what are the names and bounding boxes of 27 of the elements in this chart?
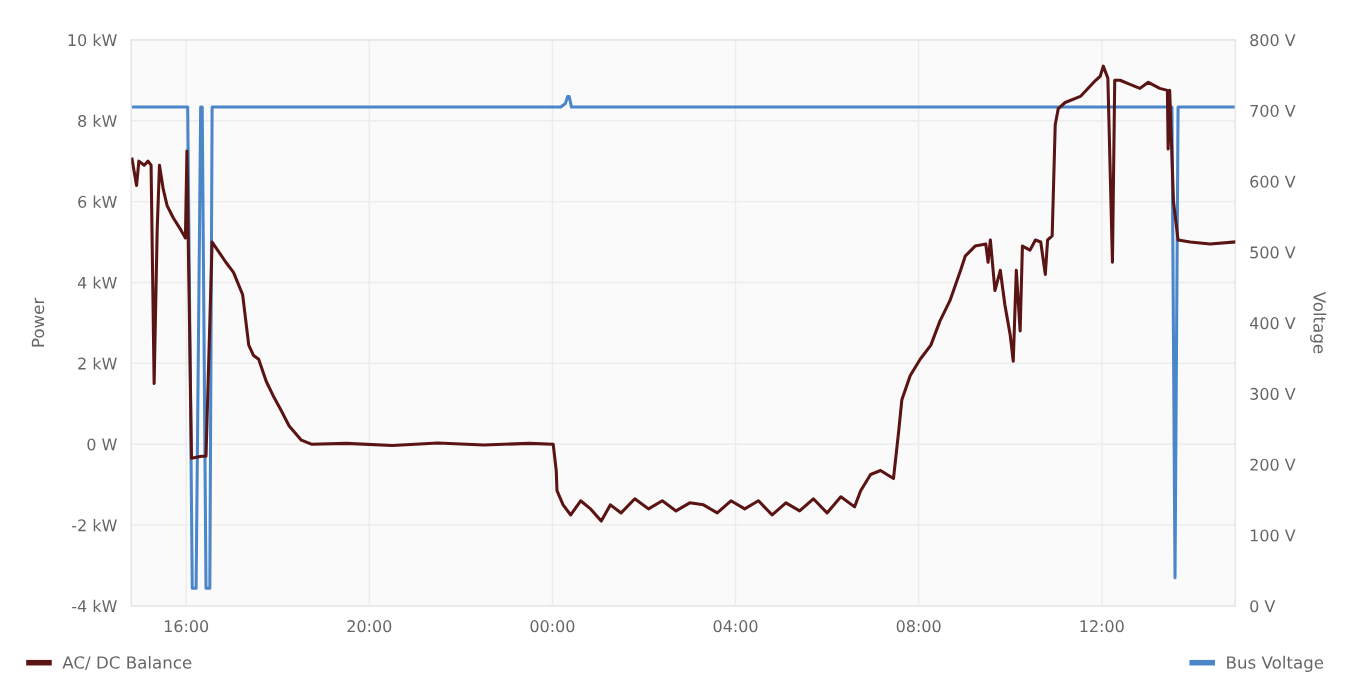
x-tick-label: 00:00 xyxy=(530,620,575,633)
y2-tick-label: 400 V xyxy=(1249,317,1296,330)
y-tick-label: 2 kW xyxy=(78,357,117,370)
y2-tick-label: 200 V xyxy=(1250,458,1296,471)
x-tick-label: 08:00 xyxy=(896,620,941,633)
y-tick-label: 4 kW xyxy=(77,276,117,289)
y-tick-label: 8 kW xyxy=(78,114,117,128)
y-tick-label: -4 kW xyxy=(72,599,117,612)
y-axis-title: Power xyxy=(31,297,45,347)
y-tick-label: 10 kW xyxy=(68,33,117,47)
y2-tick-label: 500 V xyxy=(1250,246,1296,259)
legend-label: AC/ DC Balance xyxy=(62,655,192,671)
x-tick-label: 16:00 xyxy=(164,620,209,633)
x-tick-label: 12:00 xyxy=(1080,620,1124,633)
y2-tick-label: 600 V xyxy=(1250,175,1296,188)
legend-label: Bus Voltage xyxy=(1227,655,1324,672)
y2-axis-title: Voltage xyxy=(1310,291,1327,354)
y-tick-label: 6 kW xyxy=(78,195,117,208)
y2-tick-label: 0 V xyxy=(1250,600,1276,613)
y-tick-label: -2 kW xyxy=(72,519,117,532)
x-tick-label: 04:00 xyxy=(713,620,758,633)
y2-tick-label: 100 V xyxy=(1250,529,1296,542)
y2-tick-label: 300 V xyxy=(1250,387,1296,400)
y2-tick-label: 800 V xyxy=(1250,34,1296,47)
x-tick-label: 20:00 xyxy=(347,620,392,633)
y-tick-label: 0 W xyxy=(87,438,117,451)
y2-tick-label: 700 V xyxy=(1250,104,1296,117)
